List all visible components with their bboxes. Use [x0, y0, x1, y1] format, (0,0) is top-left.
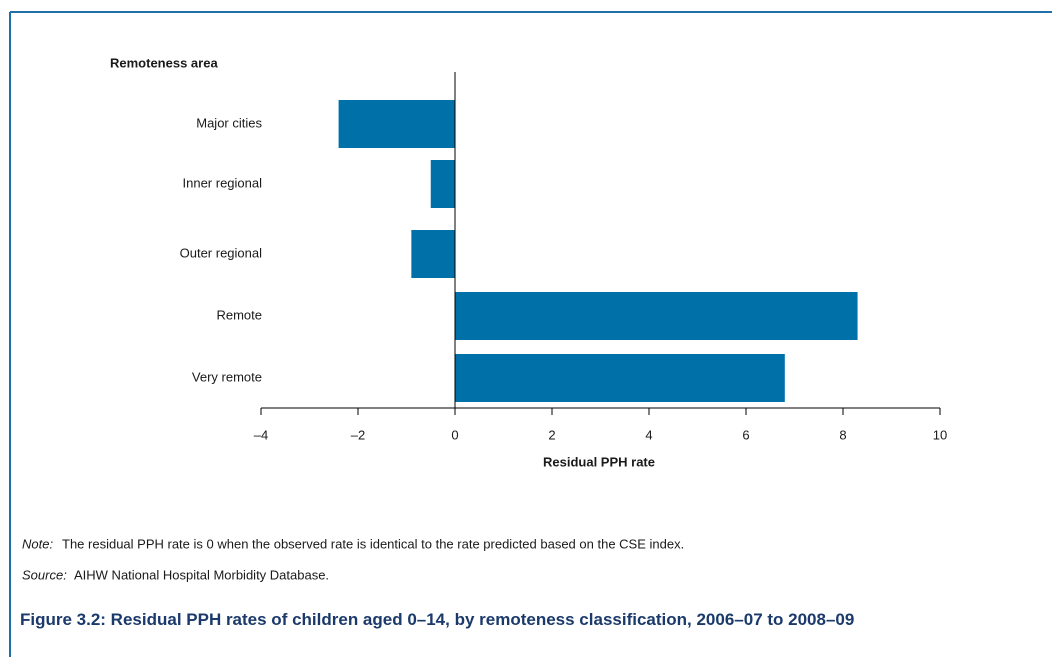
x-axis-label: Residual PPH rate [543, 454, 655, 469]
y-axis-label: Remoteness area [110, 55, 218, 70]
y-tick-label: Remote [216, 307, 262, 322]
x-tick-label: –2 [351, 427, 365, 442]
y-tick-label: Major cities [196, 115, 262, 130]
x-tick-label: 8 [839, 427, 846, 442]
bar [455, 354, 785, 402]
bar [411, 230, 455, 278]
x-tick-label: 6 [742, 427, 749, 442]
source: AIHW National Hospital Morbidity Databas… [74, 567, 329, 582]
x-tick-label: 10 [933, 427, 947, 442]
note-label: Note: [22, 536, 53, 551]
y-tick-label: Inner regional [183, 175, 263, 190]
x-tick-label: 2 [548, 427, 555, 442]
y-tick-label: Outer regional [180, 245, 262, 260]
x-tick-label: 0 [451, 427, 458, 442]
x-tick-label: 4 [645, 427, 652, 442]
chart-title: Figure 3.2: Residual PPH rates of childr… [20, 610, 855, 629]
x-tick-label: –4 [254, 427, 268, 442]
bar [338, 100, 455, 148]
title-box: Figure 3.2: Residual PPH rates of childr… [20, 610, 855, 629]
bar [455, 292, 858, 340]
source-label: Source: [22, 567, 67, 582]
y-tick-label: Very remote [192, 369, 262, 384]
bar [430, 160, 455, 208]
note: The residual PPH rate is 0 when the obse… [62, 536, 684, 551]
